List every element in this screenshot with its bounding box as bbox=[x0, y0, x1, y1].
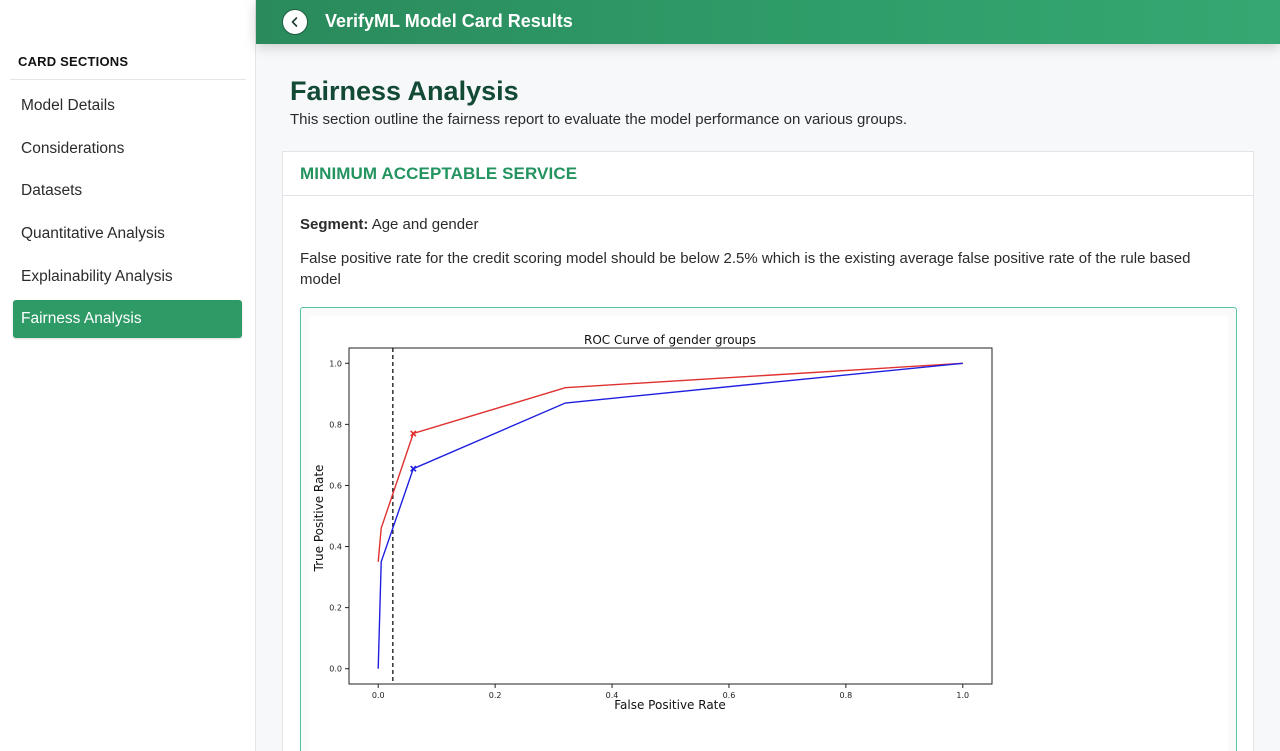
page-description: This section outline the fairness report… bbox=[290, 111, 908, 128]
x-tick-label: 0.0 bbox=[372, 691, 385, 700]
y-tick-label: 0.4 bbox=[329, 543, 342, 552]
sidebar-nav: Model Details Considerations Datasets Qu… bbox=[13, 87, 242, 343]
fairness-card: MINIMUM ACCEPTABLE SERVICE Segment: Age … bbox=[282, 151, 1254, 751]
sidebar-item-model-details[interactable]: Model Details bbox=[21, 97, 115, 114]
roc-chart: ROC Curve of gender groups False Positiv… bbox=[309, 316, 1228, 751]
page-title: Fairness Analysis bbox=[290, 76, 519, 106]
x-tick-label: 0.8 bbox=[839, 691, 852, 700]
card-description: False positive rate for the credit scori… bbox=[300, 250, 1191, 288]
sidebar-heading: CARD SECTIONS bbox=[18, 54, 129, 69]
x-tick-label: 0.2 bbox=[489, 691, 502, 700]
segment-line: Segment: Age and gender bbox=[300, 216, 478, 233]
header-title: VerifyML Model Card Results bbox=[325, 11, 573, 31]
y-tick-label: 0.2 bbox=[329, 604, 342, 613]
sidebar-item-quantitative-analysis[interactable]: Quantitative Analysis bbox=[21, 225, 165, 243]
roc-series-marker-0 bbox=[410, 430, 417, 437]
sidebar-item-fairness-analysis[interactable]: Fairness Analysis bbox=[13, 300, 242, 339]
x-tick-label: 1.0 bbox=[956, 691, 969, 700]
sidebar-item-considerations[interactable]: Considerations bbox=[21, 139, 125, 157]
chart-x-axis-label: False Positive Rate bbox=[614, 698, 726, 712]
y-tick-label: 0.8 bbox=[329, 420, 342, 429]
chart-frame bbox=[348, 347, 993, 685]
x-tick-label: 0.6 bbox=[723, 691, 736, 700]
app-header: VerifyML Model Card Results bbox=[256, 0, 1280, 44]
chart-title: ROC Curve of gender groups bbox=[584, 333, 756, 347]
card-heading: MINIMUM ACCEPTABLE SERVICE bbox=[283, 152, 1253, 196]
chart-background bbox=[309, 316, 1228, 751]
sidebar: CARD SECTIONS Model Details Consideratio… bbox=[0, 0, 256, 751]
segment-value: Age and gender bbox=[371, 216, 479, 233]
roc-chart-container: ROC Curve of gender groups False Positiv… bbox=[300, 307, 1237, 751]
chevron-left-icon bbox=[291, 17, 298, 27]
x-tick-label: 0.4 bbox=[606, 691, 619, 700]
roc-series-marker-1 bbox=[410, 465, 417, 472]
segment-label: Segment: bbox=[300, 216, 369, 233]
y-tick-label: 1.0 bbox=[329, 359, 342, 368]
y-tick-label: 0.0 bbox=[329, 665, 342, 674]
sidebar-item-datasets[interactable]: Datasets bbox=[21, 182, 83, 200]
y-tick-label: 0.6 bbox=[329, 481, 342, 490]
sidebar-divider bbox=[10, 79, 246, 80]
back-button[interactable] bbox=[282, 9, 308, 35]
chart-plot-area: 0.0 0.2 0.4 0.6 0.8 1.0 0.0 0.2 0.4 0.6 0.8 1.0 bbox=[329, 347, 993, 700]
chart-y-axis-label: True Positive Rate bbox=[312, 465, 326, 573]
sidebar-item-explainability-analysis[interactable]: Explainability Analysis bbox=[21, 267, 173, 285]
